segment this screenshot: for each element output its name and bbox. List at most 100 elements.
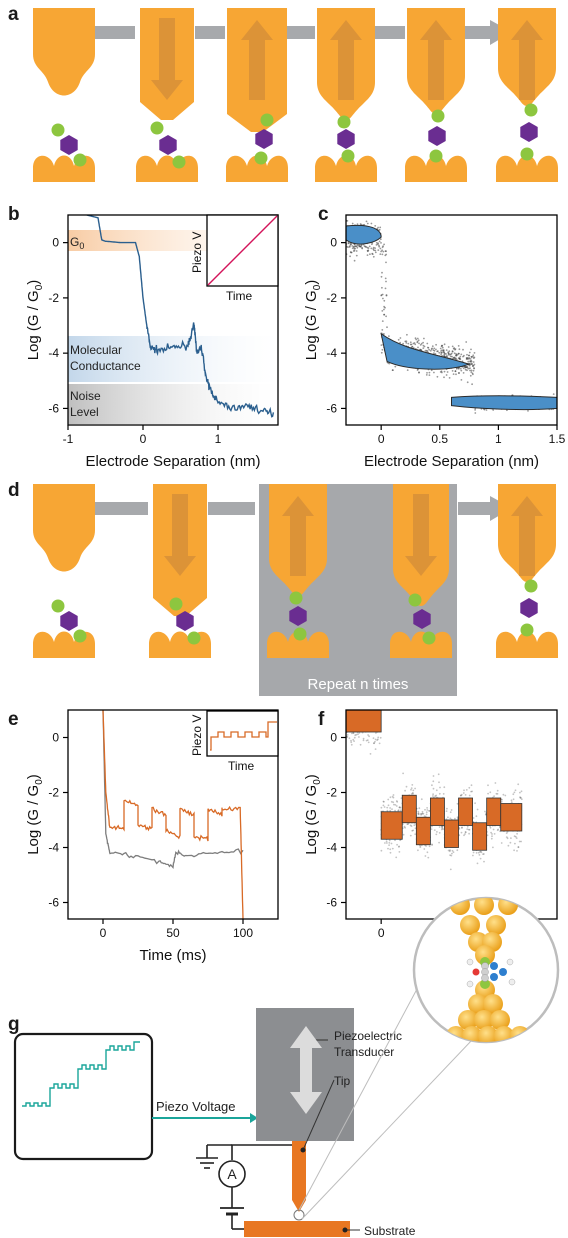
scatter-point [447,352,450,355]
scatter-point [489,826,492,829]
scatter-point [483,860,485,863]
scatter-point [406,823,409,825]
scatter-point [469,369,471,372]
scatter-point [377,226,379,229]
process-arrow [208,502,255,515]
molecule-anchor [429,149,443,163]
substrate [244,1221,350,1237]
scatter-point [352,704,354,706]
scatter-point [425,813,428,816]
inset-b-ylabel: Piezo V [190,232,204,273]
scatter-point [414,343,417,346]
scatter-point [402,342,404,345]
tip-label: Tip [334,1074,351,1088]
scatter-point [472,365,474,367]
scatter-point [404,789,406,792]
molecule-core [176,611,194,631]
scatter-point [433,371,435,374]
scatter-point [385,294,388,297]
scatter-point [379,706,381,708]
scatter-point [411,345,414,348]
scatter-point [365,739,368,742]
scatter-point [394,365,397,368]
scatter-point [355,698,357,700]
scatter-point [353,246,355,249]
y-tick-label: -6 [326,896,337,910]
scatter-point [466,828,469,830]
scatter-point [416,337,419,340]
gold-atom [483,994,503,1014]
tip-electrode [33,484,95,572]
x-tick-label: 0 [100,926,107,940]
scatter-point [407,342,410,345]
arrow-down-icon [405,494,437,576]
scatter-point [426,372,428,374]
scatter-point [433,829,436,831]
scatter-point [443,343,446,346]
scatter-point [351,732,353,735]
scatter-point [479,857,482,860]
scatter-point [381,253,384,256]
scatter-point [447,816,449,819]
scatter-point [464,833,466,835]
molecule-anchor [73,153,87,167]
plot-frame [67,214,279,426]
scatter-point [414,833,417,836]
scatter-point [476,862,479,865]
scatter-point [385,315,387,318]
scatter-point [368,735,370,738]
scatter-point [432,793,434,796]
scatter-point [411,829,414,832]
scatter-point [441,371,443,374]
scatter-point [462,792,465,794]
y-axis-label: Log (G / G0) [25,774,45,855]
scatter-point [445,374,448,376]
scatter-point [441,825,443,828]
scatter-point [359,705,361,707]
scatter-point [433,349,436,352]
density-step [486,797,502,826]
scatter-point [484,813,487,816]
scatter-point [418,807,421,810]
scatter-point [446,807,448,810]
scatter-point [372,248,375,250]
transducer-label-1: Piezoelectric [334,1029,402,1043]
scatter-point [409,834,412,837]
scatter-point [510,799,513,802]
scatter-point [457,345,460,347]
substrate-electrode [226,155,288,182]
scatter-point [518,840,521,843]
scatter-point [385,261,387,264]
scatter-point [355,698,357,700]
scatter-point [472,851,475,854]
scatter-point [462,348,464,351]
scatter-point [520,840,522,843]
scatter-point [438,826,441,828]
scatter-point [468,786,471,789]
scatter-point [365,220,368,223]
scatter-point [472,373,474,376]
scatter-point [354,734,357,737]
y-tick-label: 0 [330,236,337,250]
scatter-point [450,854,453,857]
scatter-point [514,835,517,838]
scatter-point [424,349,427,352]
scatter-point [372,737,375,739]
scatter-point [397,809,400,811]
scatter-point [412,789,415,792]
scatter-point [386,326,388,329]
y-tick-label: -4 [48,841,59,855]
scatter-point [496,829,499,832]
scatter-point [358,736,360,738]
scatter-point [420,798,423,801]
scatter-point [374,748,377,750]
scatter-point [472,354,475,357]
scatter-point [367,702,369,704]
inset-b-xlabel: Time [226,289,253,303]
scatter-point [489,825,491,828]
scatter-point [346,734,349,736]
scatter-point [487,784,489,787]
x-tick-label: 1.5 [549,432,566,446]
scatter-point [379,253,382,256]
scatter-point [403,825,406,828]
